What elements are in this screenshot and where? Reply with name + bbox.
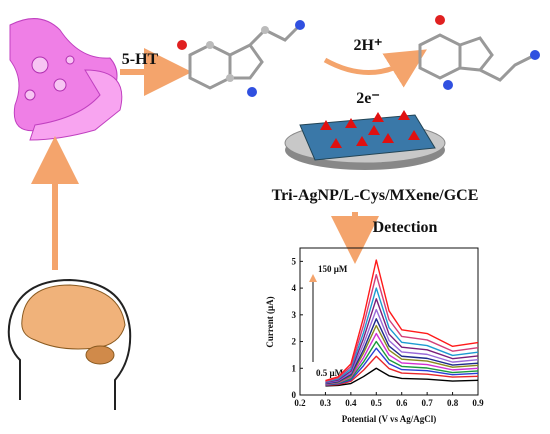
annotation: 0.5 μM <box>316 368 344 378</box>
series-line <box>325 324 479 385</box>
series-line <box>325 332 479 386</box>
molecule <box>418 15 540 90</box>
label: 5-HT <box>122 51 159 68</box>
x-tick-label: 0.2 <box>294 398 306 408</box>
x-tick-label: 0.5 <box>371 398 383 408</box>
y-axis-label: Current (μA) <box>265 296 275 347</box>
series-line <box>325 318 479 385</box>
y-tick-label: 4 <box>292 283 297 293</box>
annotation: 150 μM <box>318 264 348 274</box>
y-tick-label: 1 <box>292 363 297 373</box>
series-line <box>325 298 479 384</box>
series-line <box>325 367 479 387</box>
x-tick-label: 0.4 <box>345 398 357 408</box>
x-tick-label: 0.8 <box>447 398 459 408</box>
electrode <box>284 110 446 170</box>
label: Tri-AgNP/L-Cys/MXene/GCE <box>272 187 479 204</box>
x-tick-label: 0.9 <box>472 398 484 408</box>
x-tick-label: 0.3 <box>320 398 332 408</box>
series-line <box>325 355 479 387</box>
synapse <box>9 18 123 141</box>
series-line <box>325 340 479 386</box>
label: 2H⁺ <box>354 37 383 54</box>
y-tick-label: 2 <box>292 337 297 347</box>
molecule <box>177 20 305 97</box>
series-line <box>325 347 479 386</box>
y-tick-label: 0 <box>292 390 297 400</box>
y-tick-label: 5 <box>292 256 297 266</box>
series-line <box>325 274 479 383</box>
x-tick-label: 0.6 <box>396 398 408 408</box>
label: 2e⁻ <box>356 90 380 107</box>
chart: 150 μM 0.5 μM Potential (V vs Ag/AgCl) C… <box>265 247 484 424</box>
arrow <box>323 49 427 88</box>
series-line <box>325 287 479 383</box>
head <box>7 278 132 410</box>
y-tick-label: 3 <box>292 310 297 320</box>
series-line <box>325 308 479 384</box>
label: Detection <box>373 219 438 236</box>
x-tick-label: 0.7 <box>422 398 434 408</box>
series-line <box>325 259 479 382</box>
plot-frame <box>299 247 479 396</box>
x-axis-label: Potential (V vs Ag/AgCl) <box>342 414 437 424</box>
